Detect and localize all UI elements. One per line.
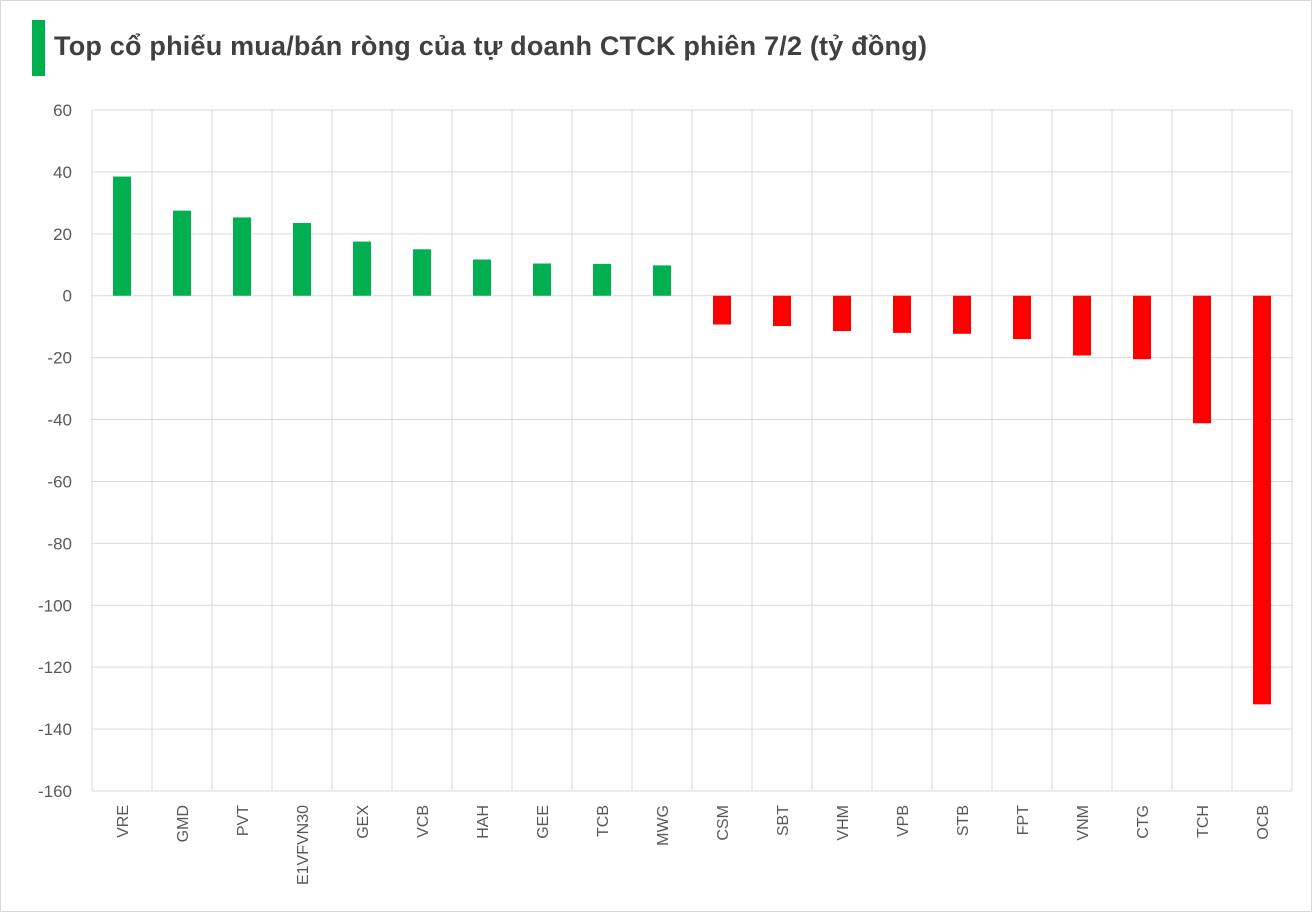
x-category-label: FPT [1015, 805, 1032, 835]
bar-gmd [173, 210, 191, 296]
x-category-label: VHM [835, 805, 852, 841]
x-category-label: VNM [1075, 805, 1092, 841]
x-category-label: MWG [655, 805, 672, 846]
x-category-label: GMD [175, 805, 192, 842]
y-tick-label: 60 [53, 101, 72, 120]
grid-layer [91, 109, 1293, 792]
bar-csm [713, 295, 731, 325]
y-tick-label: 20 [53, 225, 72, 244]
y-tick-label: -60 [47, 472, 72, 491]
bar-tch [1193, 295, 1211, 424]
x-category-label: E1VFVN30 [295, 805, 312, 885]
bar-tcb [593, 263, 611, 296]
bar-gee [533, 263, 551, 296]
bar-pvt [233, 217, 251, 296]
bar-vhm [833, 295, 851, 332]
chart-title: Top cổ phiếu mua/bán ròng của tự doanh C… [54, 31, 928, 61]
title-accent-bar [32, 20, 45, 76]
y-tick-label: 0 [63, 287, 72, 306]
bar-mwg [653, 265, 671, 296]
x-category-label: GEX [355, 805, 372, 839]
y-tick-label: -20 [47, 349, 72, 368]
x-category-label: VCB [415, 805, 432, 838]
x-category-label: VPB [895, 805, 912, 837]
y-tick-label: 40 [53, 163, 72, 182]
x-category-label: OCB [1255, 805, 1272, 840]
y-tick-label: -120 [38, 658, 72, 677]
bar-fpt [1013, 295, 1031, 340]
bar-vre [113, 176, 131, 296]
x-category-label: HAH [475, 805, 492, 839]
x-category-label: CSM [715, 805, 732, 841]
x-category-label: SBT [775, 805, 792, 836]
bar-gex [353, 241, 371, 296]
bar-ctg [1133, 295, 1151, 360]
bar-stb [953, 295, 971, 334]
x-category-label: GEE [535, 805, 552, 839]
bar-vcb [413, 249, 431, 296]
y-tick-label: -140 [38, 720, 72, 739]
y-tick-label: -80 [47, 534, 72, 553]
bar-vpb [893, 295, 911, 333]
y-tick-label: -40 [47, 411, 72, 430]
y-tick-label: -100 [38, 596, 72, 615]
x-category-label: TCB [595, 805, 612, 837]
x-category-label: VRE [115, 805, 132, 838]
x-category-label: TCH [1195, 805, 1212, 838]
bar-e1vfvn30 [293, 222, 311, 296]
x-category-label: STB [955, 805, 972, 836]
y-axis-ticks: 60 40 20 0 -20 -40 -60 -80 -100 -120 -140 -160 [38, 101, 72, 801]
x-category-label: PVT [235, 805, 252, 836]
bar-ocb [1253, 295, 1271, 705]
x-category-label: CTG [1135, 805, 1152, 839]
y-tick-label: -160 [38, 782, 72, 801]
bar-vnm [1073, 295, 1091, 356]
bars-layer [113, 176, 1271, 705]
bar-hah [473, 259, 491, 296]
x-axis-categories: VRE GMD PVT E1VFVN30 GEX VCB HAH GEE TCB MWG CSM SB… [115, 805, 1272, 885]
bar-sbt [773, 295, 791, 327]
